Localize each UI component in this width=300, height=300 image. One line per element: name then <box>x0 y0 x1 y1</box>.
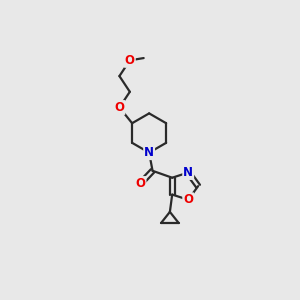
Text: O: O <box>136 177 146 190</box>
Text: O: O <box>183 193 193 206</box>
Text: N: N <box>183 166 193 179</box>
Text: O: O <box>114 101 124 114</box>
Text: N: N <box>144 146 154 159</box>
Text: O: O <box>125 54 135 67</box>
